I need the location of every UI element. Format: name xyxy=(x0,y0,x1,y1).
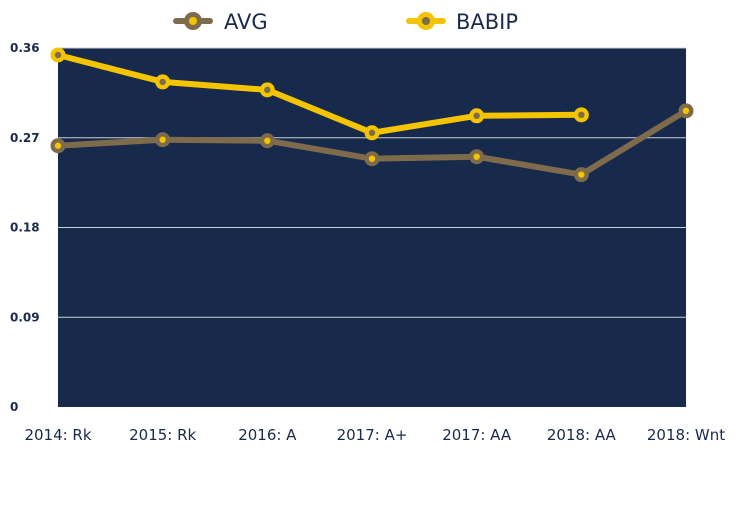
avg-point-center xyxy=(368,155,376,162)
avg-legend-marker-center xyxy=(189,17,197,25)
x-tick-label: 2017: AA xyxy=(442,426,512,444)
x-tick-label: 2017: A+ xyxy=(337,426,408,444)
avg-legend-label: AVG xyxy=(224,10,268,34)
babip-point-center xyxy=(578,111,585,119)
y-axis: 0 0.09 0.18 0.27 0.36 xyxy=(10,41,40,414)
babip-point-center xyxy=(368,129,376,136)
babip-point-center xyxy=(264,86,271,94)
babip-point-center xyxy=(473,112,480,120)
x-tick-label: 2018: AA xyxy=(547,426,617,444)
avg-point-center xyxy=(159,136,166,143)
x-axis: 2014: Rk 2015: Rk 2016: A 2017: A+ 2017: AA 2… xyxy=(24,426,725,444)
y-tick-label: 0.09 xyxy=(10,310,40,324)
x-tick-label: 2015: Rk xyxy=(129,426,196,444)
babip-legend-label: BABIP xyxy=(456,10,518,34)
avg-point-center xyxy=(264,137,271,144)
x-tick-label: 2016: A xyxy=(238,426,297,444)
legend: AVG BABIP xyxy=(173,10,518,34)
babip-line xyxy=(55,52,585,136)
y-tick-label: 0 xyxy=(10,400,18,414)
y-tick-label: 0.27 xyxy=(10,131,40,145)
avg-point-center xyxy=(473,153,480,160)
series xyxy=(50,47,694,183)
avg-point-center xyxy=(54,142,62,149)
x-tick-label: 2018: Wnt xyxy=(647,426,725,444)
y-tick-label: 0.36 xyxy=(10,41,40,55)
avg-point-center xyxy=(682,107,690,115)
babip-legend-marker-center xyxy=(422,17,430,25)
y-tick-label: 0.18 xyxy=(10,221,40,235)
babip-point-center xyxy=(159,78,166,86)
x-tick-label: 2014: Rk xyxy=(24,426,91,444)
babip-point-center xyxy=(54,51,62,59)
avg-point-center xyxy=(578,171,585,178)
